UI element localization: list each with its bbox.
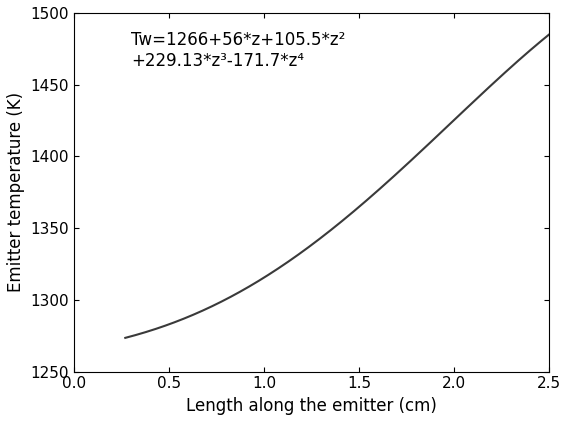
Y-axis label: Emitter temperature (K): Emitter temperature (K) — [7, 92, 25, 292]
X-axis label: Length along the emitter (cm): Length along the emitter (cm) — [186, 397, 437, 415]
Text: Tw=1266+56*z+105.5*z²
+229.13*z³-171.7*z⁴: Tw=1266+56*z+105.5*z² +229.13*z³-171.7*z… — [131, 31, 345, 70]
